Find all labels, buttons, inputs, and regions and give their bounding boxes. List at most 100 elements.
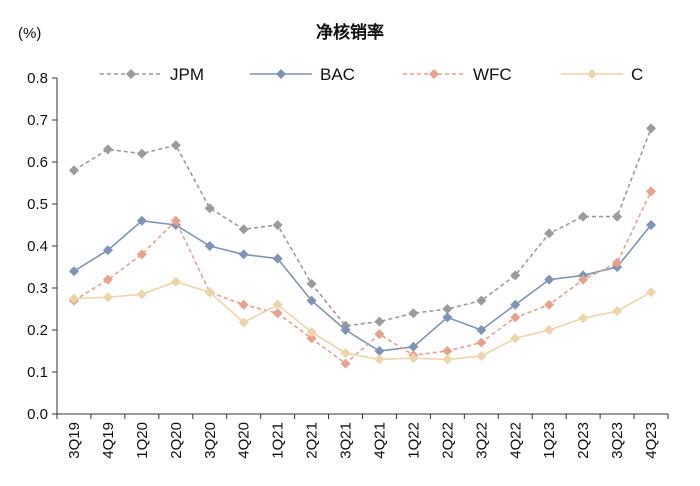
data-point — [68, 165, 79, 176]
data-point — [510, 299, 521, 310]
data-point — [238, 317, 249, 328]
legend-marker — [429, 69, 439, 79]
series-layer — [68, 123, 657, 369]
x-tick-label: 1Q21 — [270, 422, 287, 459]
x-tick-label: 1Q23 — [541, 422, 558, 459]
data-point — [306, 327, 317, 338]
data-point — [136, 289, 147, 300]
data-point — [476, 325, 487, 335]
x-tick-label: 2Q21 — [304, 422, 321, 459]
x-tick-label: 4Q20 — [236, 422, 253, 459]
x-tick-label: 3Q22 — [473, 422, 490, 459]
data-point — [510, 333, 521, 344]
data-point — [68, 293, 79, 304]
data-point — [374, 329, 385, 340]
data-point — [238, 224, 249, 235]
data-point — [374, 346, 385, 356]
data-point — [306, 333, 317, 344]
data-point — [442, 354, 453, 365]
y-tick-label: 0.5 — [27, 196, 48, 213]
x-tick-label: 3Q23 — [609, 422, 626, 459]
data-point — [408, 353, 419, 364]
y-tick-label: 0.1 — [27, 364, 48, 381]
data-point — [442, 346, 453, 356]
legend-label: BAC — [320, 65, 355, 84]
y-tick-label: 0.4 — [27, 238, 48, 255]
data-point — [272, 299, 283, 310]
series-line-wfc — [73, 191, 652, 365]
x-tick-label: 3Q19 — [66, 422, 83, 459]
axes: 0.0 0.1 0.2 0.3 0.4 0.5 0.6 0.7 0.8 3Q19 4Q19 1Q20 2… — [27, 70, 669, 459]
x-tick-label: 3Q20 — [202, 422, 219, 459]
data-point — [408, 308, 419, 319]
data-point — [102, 245, 113, 256]
series-line-bac — [73, 219, 652, 352]
legend-label: WFC — [473, 65, 512, 84]
data-point — [578, 274, 589, 285]
data-point — [510, 312, 521, 323]
data-point — [544, 274, 555, 285]
data-point — [544, 325, 555, 335]
x-tick-label: 4Q19 — [100, 422, 117, 459]
data-point — [204, 287, 215, 298]
y-tick-label: 0.7 — [27, 112, 48, 129]
data-point — [544, 299, 555, 310]
series-c — [68, 276, 657, 365]
data-point — [340, 348, 351, 359]
data-point — [238, 249, 249, 260]
data-point — [476, 337, 487, 348]
data-point — [374, 354, 385, 365]
legend: JPM BAC WFC C — [100, 65, 643, 84]
data-point — [646, 123, 657, 134]
legend-item-bac: BAC — [250, 65, 355, 84]
data-point — [102, 274, 113, 285]
y-axis-unit: (%) — [18, 25, 41, 42]
data-point — [68, 266, 79, 277]
data-point — [578, 211, 589, 222]
data-point — [102, 144, 113, 155]
x-tick-label: 2Q23 — [575, 422, 592, 459]
data-point — [442, 312, 453, 323]
data-point — [272, 220, 283, 230]
x-tick-label: 1Q22 — [405, 422, 422, 459]
series-line-c — [73, 280, 652, 361]
x-tick-label: 2Q20 — [168, 422, 185, 459]
data-point — [408, 341, 419, 352]
legend-item-c: C — [561, 65, 643, 84]
data-point — [136, 249, 147, 260]
data-point — [578, 313, 589, 324]
series-jpm — [68, 123, 657, 331]
data-point — [646, 287, 657, 298]
x-tick-label: 4Q22 — [507, 422, 524, 459]
data-point — [238, 299, 249, 310]
data-point — [340, 358, 351, 369]
data-point — [170, 276, 181, 287]
y-tick-label: 0.0 — [27, 406, 48, 423]
data-point — [306, 295, 317, 306]
legend-marker — [587, 69, 597, 79]
y-tick-label: 0.6 — [27, 154, 48, 171]
data-point — [340, 325, 351, 335]
data-point — [476, 351, 487, 362]
x-tick-label: 2Q22 — [439, 422, 456, 459]
x-tick-label: 1Q20 — [134, 422, 151, 459]
legend-label: C — [631, 65, 643, 84]
chart-title: 净核销率 — [316, 22, 384, 43]
data-point — [374, 316, 385, 327]
data-point — [204, 203, 215, 214]
x-tick-label: 4Q21 — [371, 422, 388, 459]
legend-marker — [276, 69, 286, 79]
data-point — [170, 140, 181, 151]
x-tick-label: 3Q21 — [338, 422, 355, 459]
legend-marker — [126, 69, 136, 79]
x-tick-label: 4Q23 — [643, 422, 660, 459]
data-point — [272, 308, 283, 319]
legend-item-wfc: WFC — [403, 65, 512, 84]
data-point — [136, 148, 147, 159]
data-point — [612, 211, 623, 222]
data-point — [442, 304, 453, 314]
data-point — [204, 241, 215, 251]
series-bac — [68, 215, 657, 356]
data-point — [612, 257, 623, 268]
